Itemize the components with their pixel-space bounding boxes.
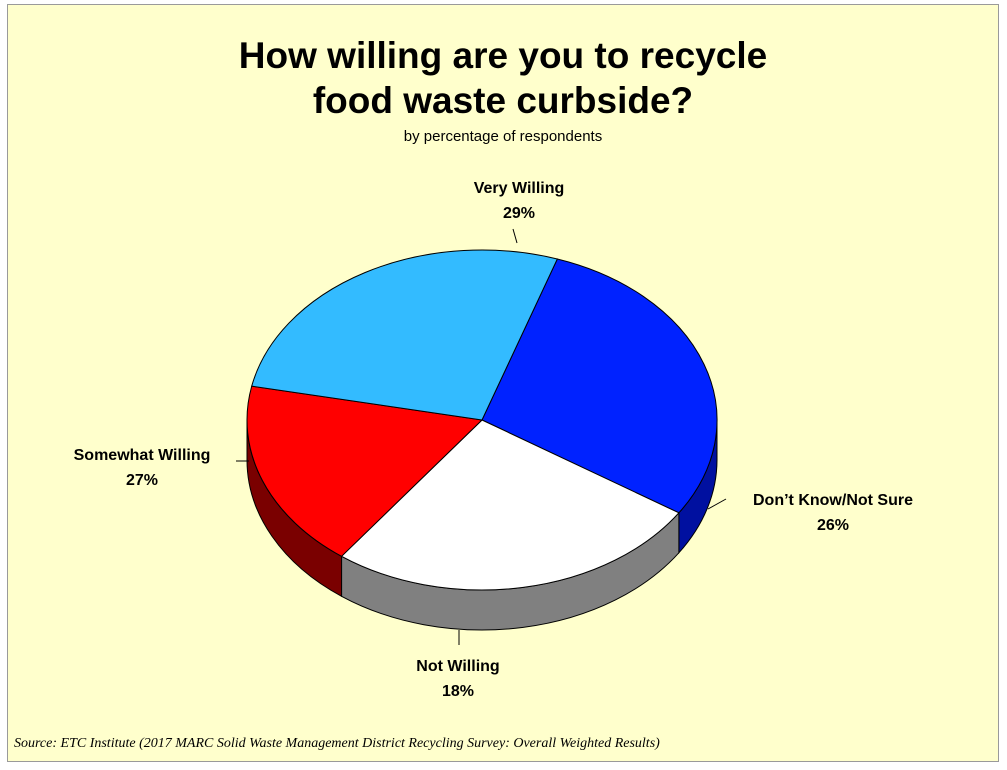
pie-chart: Very Willing 29% Don’t Know/Not Sure 26% Not…	[74, 180, 913, 700]
slice-value-not-willing: 18%	[442, 683, 474, 700]
chart-frame: How willing are you to recycle food wast…	[7, 4, 999, 762]
slice-value-dont-know: 26%	[817, 517, 849, 534]
slice-label-very-willing: Very Willing	[474, 180, 565, 197]
pie-slice-not-willing	[246, 385, 484, 557]
pie-slice-very-willing	[481, 258, 718, 514]
pie-tops	[246, 249, 718, 591]
slice-label-not-willing: Not Willing	[416, 658, 499, 675]
chart-title-line-2: food waste curbside?	[312, 80, 694, 121]
chart-subtitle: by percentage of respondents	[403, 128, 603, 145]
pie-leaders	[236, 228, 727, 645]
slice-value-somewhat-willing: 27%	[126, 472, 158, 489]
chart-source: Source: ETC Institute (2017 MARC Solid W…	[14, 736, 660, 751]
chart-title-line-1: How willing are you to recycle	[238, 35, 768, 76]
leader-line-very-willing	[512, 228, 518, 244]
chart-title: How willing are you to recycle food wast…	[8, 33, 998, 123]
slice-value-very-willing: 29%	[503, 205, 535, 222]
slice-label-dont-know: Don’t Know/Not Sure	[753, 492, 913, 509]
slice-label-somewhat-willing: Somewhat Willing	[74, 447, 211, 464]
pie-slice-somewhat-willing	[251, 249, 559, 421]
pie-slice-dont-know	[340, 419, 680, 591]
pie-labels: Very Willing 29% Don’t Know/Not Sure 26% Not…	[74, 180, 913, 700]
leader-line-dont-know	[707, 498, 727, 510]
